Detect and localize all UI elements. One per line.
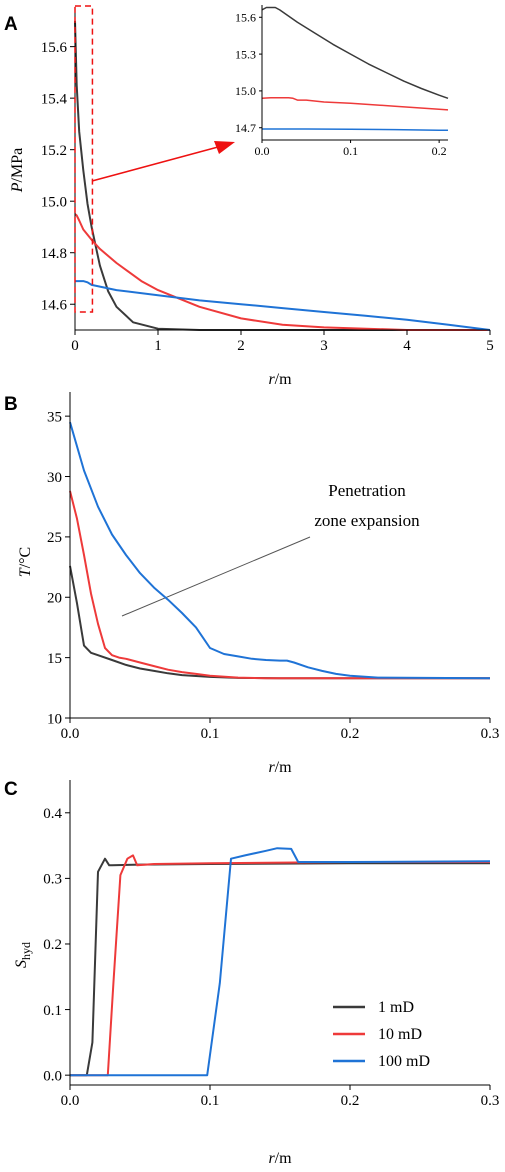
panel-c-xtick-label: 0.1 [201,1093,220,1109]
panel-a-ytick-label: 15.6 [41,40,68,56]
panel-b-xlabel: r/m [268,759,292,776]
annotation-line1: Penetration [328,481,406,500]
inset-ytick-label: 15.0 [235,84,256,98]
inset-xtick-label: 0.0 [255,144,270,158]
panel-a-xtick-label: 2 [237,338,245,354]
panel-b-xtick-label: 0.2 [341,726,360,742]
panel-c-xlabel: r/m [268,1150,292,1167]
panel-a-plot: 0 1 2 3 4 5 14.6 14.8 15.0 15.2 15.4 15.6 [41,8,494,354]
panel-c-xtick-label: 0.2 [341,1093,360,1109]
inset-ytick-label: 15.6 [235,10,256,24]
panel-b-ytick-label: 20 [47,591,62,607]
inset-series-1md [261,6,449,100]
panel-b-ytick-label: 35 [47,409,62,425]
panel-b-ylabel: T/°C [17,547,34,577]
inset-ytick-label: 15.3 [235,47,256,61]
panel-b-series-10md [69,490,490,680]
annotation-pointer-line [121,536,311,617]
panel-a-xlabel: r/m [268,371,292,388]
panel-c-plot: 0.0 0.1 0.2 0.3 0.0 0.1 0.2 0.3 0.4 [43,780,499,1109]
panel-a-series-100md [75,280,491,331]
panel-b-ytick-label: 15 [47,651,62,667]
panel-a-xtick-label: 3 [320,338,328,354]
panel-a-series-1md [74,20,490,331]
panel-c-ytick-label: 0.0 [43,1068,62,1084]
zoom-arrow-line [91,146,219,182]
zoom-arrow-head [214,141,235,154]
chart-layer: 0 1 2 3 4 5 14.6 14.8 15.0 15.2 15.4 15.6 0.0 0.1 0.2 1… [41,5,499,1109]
inset-plot: 0.0 0.1 0.2 14.7 15.0 15.3 15.6 [235,5,449,158]
inset-xtick-label: 0.2 [432,144,447,158]
panel-b-xtick-label: 0.1 [201,726,220,742]
panel-c-ytick-label: 0.4 [43,806,62,822]
inset-series-10md [261,96,449,111]
legend: 1 mD 10 mD 100 mD [333,999,430,1070]
panel-a-ytick-label: 14.8 [41,246,67,262]
panel-c-xtick-label: 0.3 [481,1093,500,1109]
inset-xtick-label: 0.1 [343,144,358,158]
annotation-line2: zone expansion [314,511,420,530]
panel-a-ylabel: P/MPa [9,148,26,193]
panel-c-series-1md [70,857,490,1077]
panel-b-plot: 0.0 0.1 0.2 0.3 10 15 20 25 30 35 [47,392,499,742]
panel-c-series-10md [70,854,490,1077]
panel-a-xtick-label: 0 [71,338,79,354]
panel-b-ytick-label: 10 [47,711,62,727]
panel-a-ytick-label: 14.6 [41,297,68,313]
panel-letter-c: C [4,779,18,800]
panel-b-ytick-label: 25 [47,530,62,546]
panel-a-xtick-label: 4 [403,338,411,354]
panel-c-ytick-label: 0.1 [43,1003,62,1019]
zoom-box [74,5,94,313]
panel-a-xtick-label: 5 [486,338,494,354]
panel-b-xtick-label: 0.0 [61,726,80,742]
inset-series-100md [262,128,448,131]
panel-c-ytick-label: 0.3 [43,872,62,888]
inset-ytick-label: 14.7 [235,121,256,135]
panel-c-ylabel: Shyd [13,942,33,968]
panel-a-series-10md [74,213,490,331]
legend-label-100md: 100 mD [378,1053,430,1070]
panel-a-xtick-label: 1 [154,338,162,354]
panel-b-ytick-label: 30 [47,470,62,486]
panel-letter-a: A [4,14,18,35]
panel-c-series-100md [70,847,491,1077]
panel-letter-b: B [4,394,18,415]
panel-b-series-100md [69,421,491,680]
legend-label-1md: 1 mD [378,999,414,1016]
legend-label-10md: 10 mD [378,1026,422,1043]
panel-a-ytick-label: 15.2 [41,143,67,159]
panel-a-ytick-label: 15.0 [41,194,67,210]
panel-c-xtick-label: 0.0 [61,1093,80,1109]
panel-b-xtick-label: 0.3 [481,726,500,742]
panel-a-ytick-label: 15.4 [41,91,68,107]
panel-c-ytick-label: 0.2 [43,937,62,953]
